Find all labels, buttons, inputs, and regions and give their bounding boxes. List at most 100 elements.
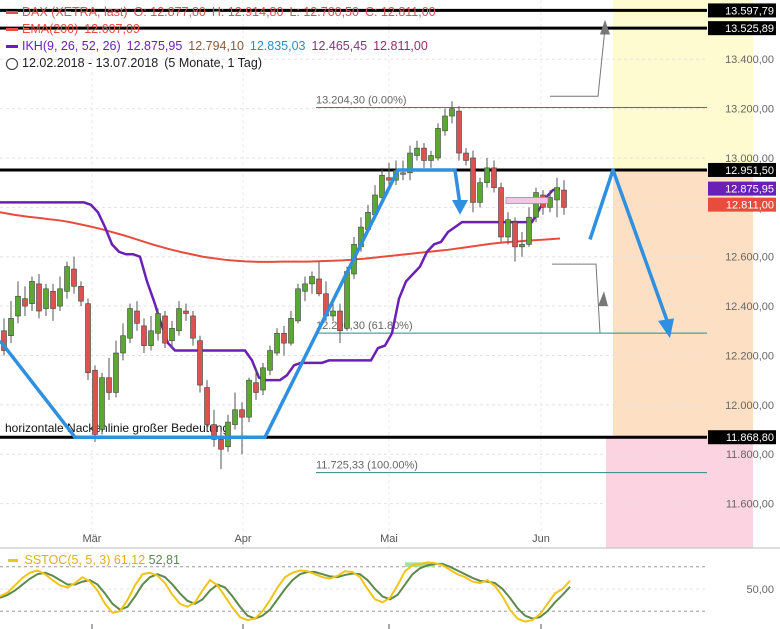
stoch-k-line (0, 561, 571, 623)
arrow-down-head (452, 199, 468, 215)
candle-body (253, 382, 259, 393)
candle (246, 377, 252, 423)
candle-body (407, 152, 413, 174)
y-tick-label: 12.400,00 (725, 301, 774, 313)
candle (239, 402, 245, 455)
candle-body (64, 266, 70, 292)
candle-body (414, 147, 420, 156)
candle-body (8, 318, 14, 337)
candle-body (162, 315, 168, 344)
legend-period: 12.02.2018 - 13.07.2018 (5 Monate, 1 Tag… (6, 55, 442, 72)
candle-body (330, 310, 336, 317)
candle (379, 167, 385, 203)
price-tag-text: 12.811,00 (726, 200, 774, 212)
dax-label: DAX (XETRA, last) (22, 5, 128, 19)
stoch-d-line (0, 562, 571, 620)
candle (29, 276, 35, 312)
fib-label: 13.204,30 (0.00%) (316, 95, 407, 107)
price-tag-bg (708, 197, 776, 212)
candle (148, 315, 154, 351)
candle (421, 143, 427, 168)
candle-body (449, 108, 455, 117)
candle (43, 283, 49, 316)
legend-ema: EMA(200) 12.607,09 (6, 21, 442, 38)
candle-body (29, 281, 35, 304)
candle (407, 145, 413, 181)
ema200-line (0, 211, 561, 263)
ema-value: 12.607,09 (84, 22, 140, 36)
x-axis-labels: Mär Apr Mai Jun (83, 533, 550, 545)
candle (519, 232, 525, 257)
candle (253, 367, 259, 400)
candle-body (113, 352, 119, 393)
candle-body (43, 288, 49, 309)
candle-body (134, 310, 140, 324)
candle (57, 276, 63, 312)
candle (533, 187, 539, 223)
candle (225, 414, 231, 452)
candle-body (127, 308, 133, 339)
legend-dax: DAX (XETRA, last) O: 12.877,80 H: 12.914… (6, 4, 442, 21)
candle-body (71, 268, 77, 287)
marker-box (505, 197, 549, 204)
candle (295, 283, 301, 324)
candle-body (498, 187, 504, 238)
candle (267, 345, 273, 376)
clock-icon (6, 57, 18, 70)
candle (99, 372, 105, 435)
price-tag-bg (708, 21, 776, 36)
candle-body (22, 298, 28, 307)
candle (8, 301, 14, 344)
y-tick-label: 13.000,00 (725, 153, 774, 165)
candle (169, 320, 175, 349)
osc-tick-label: 50,00 (746, 584, 774, 596)
candle-body (484, 167, 490, 183)
period-range: 12.02.2018 - 13.07.2018 (22, 56, 159, 70)
candle (176, 301, 182, 336)
candle (526, 207, 532, 247)
candle (470, 150, 476, 213)
candle (281, 325, 287, 356)
ikh-value-4: 12.465,45 (311, 39, 368, 53)
stochastic-panel: 50,00 (0, 561, 774, 629)
candle-body (281, 332, 287, 344)
dax-swatch (6, 11, 18, 14)
candle-body (533, 192, 539, 218)
candle-body (141, 325, 147, 346)
candle (512, 217, 518, 262)
ema-label: EMA(200) (22, 22, 79, 36)
candle (302, 276, 308, 302)
price-tag-bg (708, 430, 776, 445)
price-tag-text: 13.597,79 (725, 5, 774, 17)
candle (92, 365, 98, 442)
candle-body (442, 115, 448, 132)
stochastic-legend: SSTOC(5, 5, 3) 61,12 52,81 (8, 553, 180, 567)
candle (106, 357, 112, 400)
candle (162, 311, 168, 349)
stoch-d-value: 52,81 (148, 553, 180, 567)
candle-body (477, 182, 483, 203)
price-tag-bg (708, 162, 776, 177)
candle (435, 123, 441, 161)
candle-body (337, 310, 343, 332)
fib-label: 11.725,33 (100.00%) (316, 460, 418, 472)
candle (78, 281, 84, 307)
candle-body (295, 288, 301, 322)
candle-body (505, 219, 511, 238)
x-tick-label: Mär (83, 533, 102, 545)
candle-body (232, 409, 238, 425)
dax-open: O: 12.877,80 (133, 5, 206, 19)
candle-body (106, 377, 112, 393)
candle (64, 261, 70, 299)
candle-body (386, 177, 392, 181)
candle (463, 148, 469, 166)
candle (491, 160, 497, 193)
candle-body (274, 332, 280, 354)
candle-body (57, 288, 63, 307)
y-tick-label: 13.200,00 (725, 104, 774, 116)
candle (183, 303, 189, 321)
candle-body (561, 189, 567, 208)
y-tick-label: 12.600,00 (725, 252, 774, 264)
price-tag-text: 13.525,89 (725, 23, 774, 35)
